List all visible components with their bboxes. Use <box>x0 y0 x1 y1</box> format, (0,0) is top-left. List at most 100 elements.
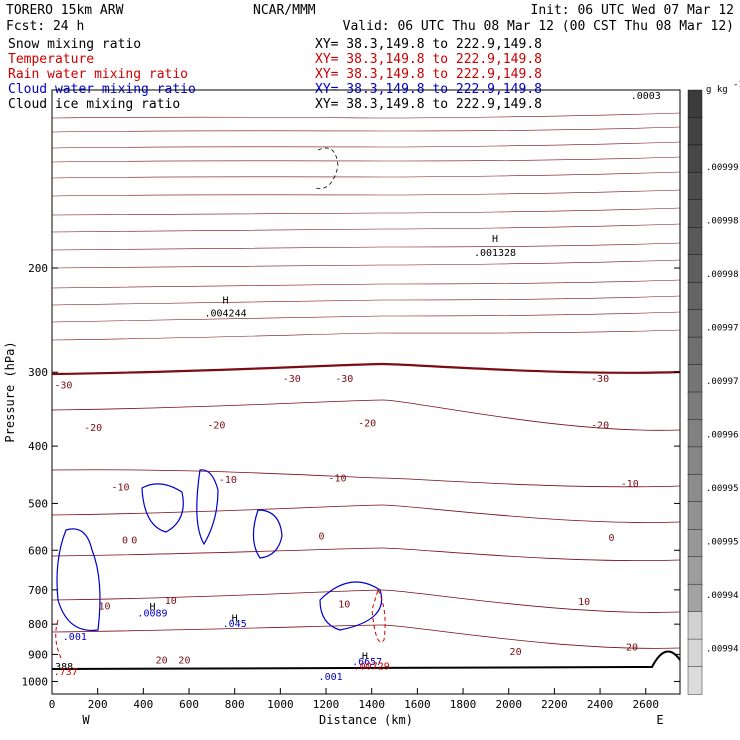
field-annotation: H <box>232 614 238 625</box>
isotherm-line <box>51 469 681 488</box>
terrain-line <box>51 650 681 670</box>
y-tick-label: 300 <box>28 366 48 379</box>
field-annotation: .0003 <box>631 91 661 102</box>
isotherm-line <box>51 126 681 133</box>
field-annotation: H <box>223 295 229 306</box>
plot-frame <box>51 89 681 695</box>
isotherm-label: -20 <box>591 421 609 432</box>
colorbar-label: .00995 <box>706 538 739 548</box>
x-tick-label: 800 <box>225 698 245 711</box>
isotherm-label: -10 <box>219 475 237 486</box>
rain-contour <box>55 619 63 661</box>
field-xy: XY= 38.3,149.8 to 222.9,149.8 <box>315 67 542 82</box>
isotherm-label: -30 <box>335 374 353 385</box>
y-tick-label: 700 <box>28 584 48 597</box>
isotherm-label: -10 <box>111 482 129 493</box>
isotherm-label: -30 <box>283 374 301 385</box>
isotherm-label: -20 <box>84 423 102 434</box>
east-label: E <box>656 713 663 727</box>
forecast-hour: Fcst: 24 h <box>6 19 84 34</box>
colorbar-swatch <box>687 144 703 174</box>
isotherm-label: 0 <box>608 533 614 544</box>
isotherm-line <box>51 223 681 233</box>
header: TORERO 15km ARW NCAR/MMM Init: 06 UTC We… <box>6 3 734 112</box>
colorbar-unit: g kg <box>706 85 728 95</box>
y-tick-label: 600 <box>28 544 48 557</box>
colorbar-swatch <box>687 391 703 421</box>
chart-marks: -30-30 -30 -30-20 -20 -20 -20-10-10 -10-100 0 0 0… <box>49 91 661 683</box>
isotherm-label: 0 <box>122 535 128 546</box>
isotherm-line <box>51 171 681 179</box>
x-tick-label: 2000 <box>495 698 522 711</box>
x-tick-label: 1000 <box>267 698 294 711</box>
colorbar-swatch <box>687 666 703 695</box>
colorbar-label: .00997 <box>706 324 739 334</box>
field-xy: XY= 38.3,149.8 to 222.9,149.8 <box>315 37 542 52</box>
valid-time: Valid: 06 UTC Thu 08 Mar 12 (00 CST Thu … <box>343 19 734 34</box>
field-annotation: .001328 <box>474 248 516 259</box>
isotherm-label: 0 <box>318 531 324 542</box>
colorbar-swatch <box>687 117 703 146</box>
west-label: W <box>82 713 90 727</box>
colorbar-label: .00999 <box>706 163 739 173</box>
isotherm-line <box>51 311 681 323</box>
x-tick-label: 1800 <box>450 698 477 711</box>
isotherm-label: 20 <box>510 647 522 658</box>
cloud-water-contour <box>141 483 184 533</box>
isotherm-label: 0 <box>131 535 137 546</box>
colorbar-swatch <box>687 529 703 558</box>
colorbar-swatch <box>687 281 703 311</box>
isotherm-label: 10 <box>165 596 177 607</box>
field-xy: XY= 38.3,149.8 to 222.9,149.8 <box>315 97 542 112</box>
cloud-water-contour <box>319 581 383 631</box>
colorbar-swatch <box>687 336 703 366</box>
x-tick-label: 2200 <box>541 698 568 711</box>
colorbar-swatch <box>687 501 703 530</box>
x-tick-label: 2400 <box>587 698 614 711</box>
x-tick-label: 1600 <box>404 698 431 711</box>
field-annotation: .001 <box>63 632 87 643</box>
colorbar-label: .00994 <box>706 591 739 601</box>
colorbar-swatch <box>687 419 703 448</box>
colorbar-label: .00995 <box>706 484 739 494</box>
field-annotation: H <box>149 602 155 613</box>
y-tick-label: 500 <box>28 497 48 510</box>
field-annotation: .0089 <box>137 608 167 619</box>
field-annotation: .737 <box>54 667 78 678</box>
isotherm-label: -30 <box>54 381 72 392</box>
isotherm-line <box>51 329 681 341</box>
colorbar-swatch <box>687 309 703 338</box>
isotherm-label: 20 <box>156 655 168 666</box>
colorbar-swatch <box>687 611 703 640</box>
isotherm-label: 20 <box>178 655 190 666</box>
isotherm-line <box>51 362 681 376</box>
colorbar-unit-exp: -1 <box>733 80 740 90</box>
field-annotation: .6657 <box>352 657 382 668</box>
colorbar-label: .00994 <box>706 645 739 655</box>
colorbar-label: .00998 <box>706 217 739 227</box>
isotherm-line <box>51 259 681 269</box>
isotherm-line <box>51 399 681 431</box>
colorbar-label: .00997 <box>706 377 739 387</box>
axes: 0 200 400 600 800 1000 1200 1400 1600 1800 2000 220… <box>3 262 680 727</box>
contour-lines <box>51 112 681 670</box>
colorbar-swatch <box>687 364 703 393</box>
field-annotation: .045 <box>223 619 247 630</box>
colorbar-label: .00996 <box>706 431 739 441</box>
field-annotation: .00729 <box>354 661 390 672</box>
colorbar-label: .00998 <box>706 270 739 280</box>
field-name: Snow mixing ratio <box>8 37 141 52</box>
colorbar-swatch <box>687 474 703 503</box>
cloud-water-contour <box>196 469 219 546</box>
y-tick-label: 400 <box>28 440 48 453</box>
field-annotation: H <box>362 651 368 662</box>
field-xy: XY= 38.3,149.8 to 222.9,149.8 <box>315 52 542 67</box>
isotherm-line <box>51 189 681 197</box>
colorbar: g kg -1 .00999 .00998 .00998 .00997 .00997 .009… <box>687 80 740 695</box>
isotherm-line <box>51 624 681 649</box>
colorbar-swatch <box>687 172 703 201</box>
x-tick-label: 2600 <box>632 698 659 711</box>
x-tick-label: 1400 <box>358 698 385 711</box>
y-tick-label: 900 <box>28 648 48 661</box>
